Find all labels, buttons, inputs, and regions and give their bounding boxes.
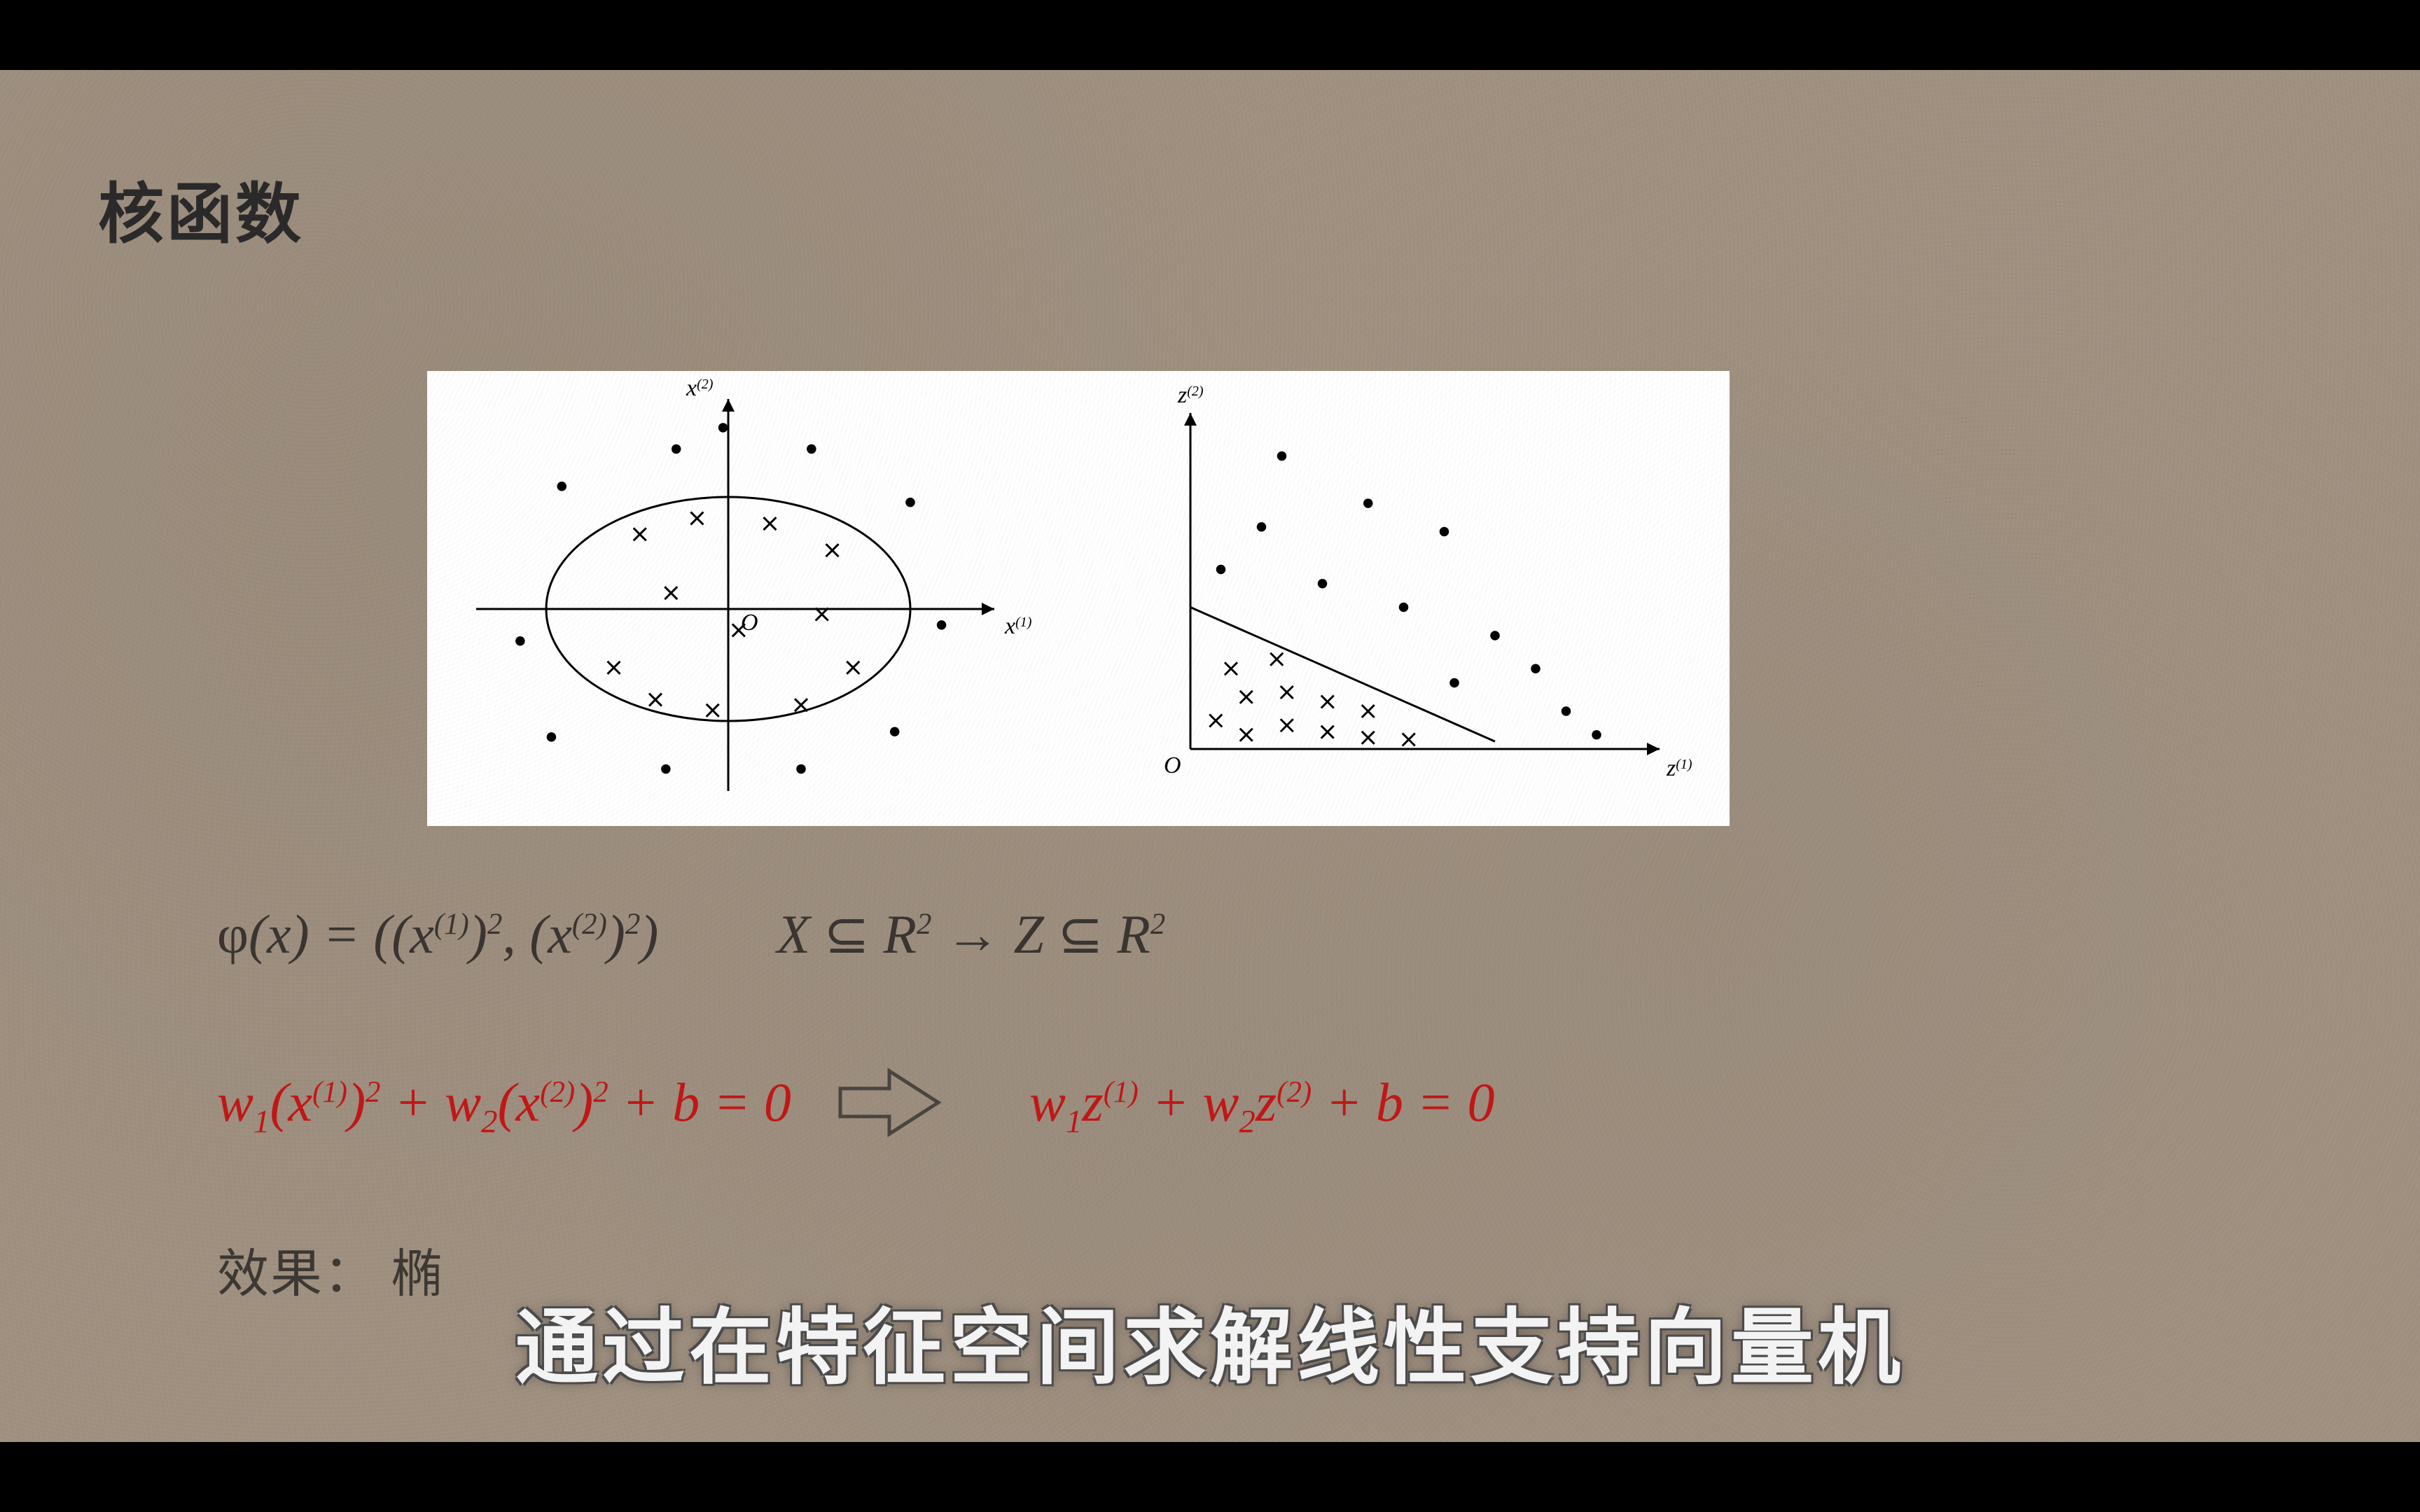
x1-axis-label: x(1) [1004, 613, 1032, 639]
right-dot-markers [1216, 451, 1601, 740]
origin-label-right: O [1164, 752, 1181, 778]
slide-body: 核函数 O x(1) x(2) [0, 70, 2420, 1442]
kernel-mapping-figure: O x(1) x(2) O z(1) [427, 371, 1730, 826]
space-mapping: X ⊆ R2 → Z ⊆ R2 [777, 904, 1165, 965]
letterbox-bottom [0, 1442, 2420, 1512]
z1-axis-label: z(1) [1666, 755, 1692, 781]
equation-phi-and-space: φ(x) = ((x(1))2, (x(2))2) X ⊆ R2 → Z ⊆ R… [217, 903, 1165, 966]
x2-axis-label: x(2) [686, 375, 714, 401]
right-x-markers [1209, 653, 1415, 746]
slide-title: 核函数 [98, 161, 304, 256]
phi-definition: φ(x) = ((x(1))2, (x(2))2) [217, 904, 672, 965]
letterbox-top [0, 0, 2420, 70]
equation-transform-row: w1(x(1))2 + w2(x(2))2 + b = 0 w1z(1) + w… [217, 1064, 1494, 1141]
arrow-icon [833, 1064, 945, 1141]
figure-panel: O x(1) x(2) O z(1) [427, 371, 1730, 826]
linear-equation: w1z(1) + w2z(2) + b = 0 [1029, 1071, 1495, 1134]
origin-label-left: O [741, 610, 758, 636]
left-plot: O x(1) x(2) [476, 375, 1032, 791]
ellipse-equation: w1(x(1))2 + w2(x(2))2 + b = 0 [217, 1071, 791, 1134]
z2-axis-label: z(2) [1177, 382, 1204, 408]
right-plot: O z(1) z(2) [1164, 382, 1692, 781]
left-x-markers [608, 512, 860, 716]
subtitle-caption: 通过在特征空间求解线性支持向量机 [0, 1280, 2420, 1400]
